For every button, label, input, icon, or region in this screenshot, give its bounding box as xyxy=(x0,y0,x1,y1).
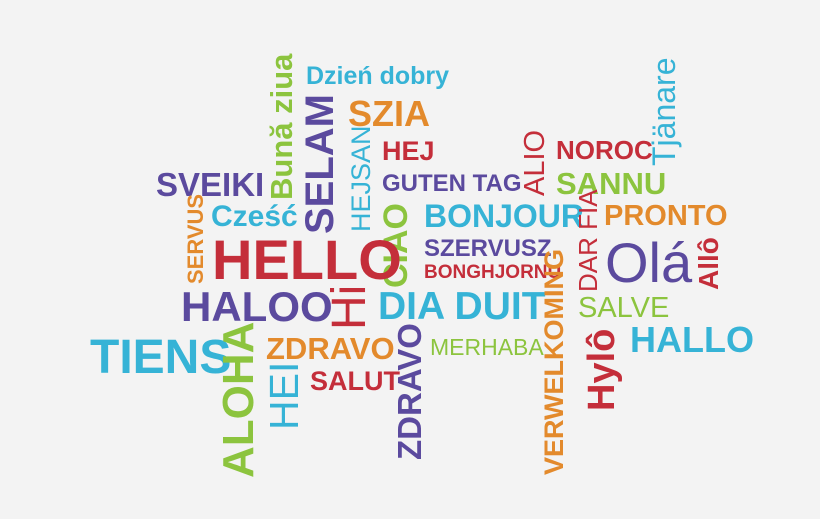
word-merhaba: MERHABA xyxy=(430,334,544,360)
word-haloo: HALOO xyxy=(181,283,333,330)
word-zdravo-orange: ZDRAVO xyxy=(266,331,395,366)
word-szia: SZIA xyxy=(348,93,431,134)
word-ola: Olá xyxy=(605,231,693,294)
word-salut: SALUT xyxy=(310,366,400,396)
word-sveiki: SVEIKI xyxy=(156,166,265,203)
word-hello: HELLO xyxy=(212,228,402,291)
word-aloha: ALOHA xyxy=(214,321,263,478)
word-dia-duit: DIA DUIT xyxy=(378,285,546,328)
word-tiens: TIENS xyxy=(90,331,232,384)
word-dzien-dobry: Dzień dobry xyxy=(306,62,450,90)
word-dar-fia: DAR FIA xyxy=(573,189,603,292)
word-selam: SELAM xyxy=(298,94,342,234)
word-pronto: PRONTO xyxy=(604,200,728,232)
word-sannu: SANNU xyxy=(556,166,667,201)
word-alio: ALIO xyxy=(519,129,551,196)
word-servus: SERVUS xyxy=(183,193,208,284)
word-verwelkoming: VERWELKOMING xyxy=(539,248,569,475)
word-hejsan: HEJSAN xyxy=(346,125,376,232)
word-bonghjornu: BONGHJORNU xyxy=(424,262,562,283)
word-hej: HEJ xyxy=(382,136,435,166)
word-szervusz: SZERVUSZ xyxy=(424,235,552,262)
word-guten-tag: GUTEN TAG xyxy=(382,170,522,197)
word-hallo: HALLO xyxy=(630,319,754,360)
word-salve: SALVE xyxy=(578,292,670,324)
word-czesc: Cześć xyxy=(211,200,298,233)
word-hi: Hi xyxy=(323,284,376,330)
word-noroc: NOROC xyxy=(556,135,653,165)
word-allo: Allô xyxy=(693,237,724,290)
word-hei: HEI xyxy=(261,361,307,430)
word-bonjour: BONJOUR xyxy=(424,198,585,234)
word-zdravo-purple: ZDRAVO xyxy=(391,323,428,460)
word-hylo: Hylô xyxy=(581,328,623,411)
word-buna-ziua: Bună ziua xyxy=(264,53,299,200)
